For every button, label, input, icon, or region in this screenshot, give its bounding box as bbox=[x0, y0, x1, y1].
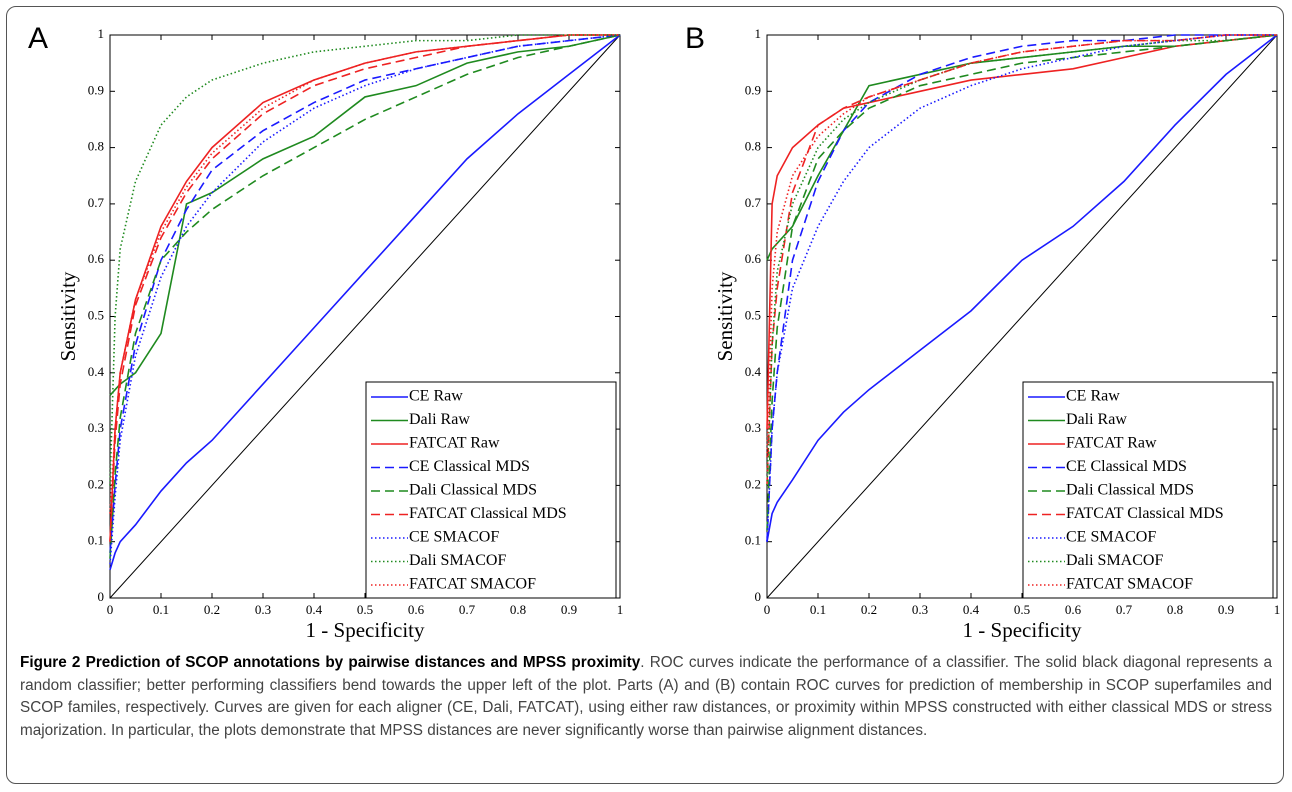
y-axis-label: Sensitivity bbox=[56, 271, 80, 361]
y-tick-label: 0.6 bbox=[88, 251, 105, 266]
panel-label: A bbox=[28, 22, 48, 55]
y-tick-label: 0.4 bbox=[745, 364, 762, 379]
random-classifier-diagonal bbox=[109, 34, 621, 599]
y-tick-label: 0.2 bbox=[88, 476, 104, 491]
panel-label: B bbox=[685, 22, 705, 55]
y-tick-label: 0 bbox=[98, 589, 105, 604]
legend-label: Dali SMACOF bbox=[409, 552, 506, 569]
x-tick-label: 0.8 bbox=[1167, 602, 1183, 617]
x-tick-label: 0.5 bbox=[1014, 602, 1030, 617]
legend-label: FATCAT SMACOF bbox=[409, 576, 536, 593]
roc-curve bbox=[109, 34, 621, 559]
caption-label: Figure 2 bbox=[20, 654, 81, 671]
x-tick-label: 0.4 bbox=[306, 602, 323, 617]
roc-curve bbox=[109, 34, 620, 542]
roc-curve bbox=[766, 34, 1277, 458]
x-tick-label: 0.6 bbox=[1065, 602, 1082, 617]
legend-label: CE Classical MDS bbox=[1066, 458, 1187, 475]
roc-curve bbox=[109, 34, 621, 565]
roc-curve bbox=[766, 34, 1278, 430]
y-tick-label: 0 bbox=[755, 589, 762, 604]
figure-frame bbox=[6, 6, 1284, 784]
legend-label: FATCAT Raw bbox=[409, 435, 500, 452]
legend-label: FATCAT Classical MDS bbox=[409, 505, 567, 522]
y-tick-label: 0.4 bbox=[88, 364, 105, 379]
x-axis-label: 1 - Specificity bbox=[306, 618, 425, 642]
legend-label: Dali SMACOF bbox=[1066, 552, 1163, 569]
x-tick-label: 0.9 bbox=[561, 602, 577, 617]
legend-label: CE Raw bbox=[1066, 388, 1120, 405]
x-tick-label: 0.1 bbox=[153, 602, 169, 617]
legend-label: FATCAT SMACOF bbox=[1066, 576, 1193, 593]
caption-text: . ROC curves indicate the performance of… bbox=[20, 654, 1273, 739]
legend-label: Dali Raw bbox=[1066, 411, 1127, 428]
x-tick-label: 0.2 bbox=[861, 602, 877, 617]
legend-label: CE Classical MDS bbox=[409, 458, 530, 475]
x-tick-label: 0.3 bbox=[912, 602, 928, 617]
legend-label: CE Raw bbox=[409, 388, 463, 405]
y-tick-label: 0.6 bbox=[745, 251, 762, 266]
y-tick-label: 0.1 bbox=[88, 533, 104, 548]
roc-curve bbox=[766, 34, 1277, 542]
x-tick-label: 0.7 bbox=[459, 602, 476, 617]
x-tick-label: 0.9 bbox=[1218, 602, 1234, 617]
x-tick-label: 0.5 bbox=[357, 602, 373, 617]
legend-label: FATCAT Raw bbox=[1066, 435, 1157, 452]
y-tick-label: 0.2 bbox=[745, 476, 761, 491]
y-tick-label: 0.5 bbox=[745, 307, 761, 322]
legend-label: Dali Classical MDS bbox=[409, 482, 537, 499]
x-tick-label: 0.3 bbox=[255, 602, 271, 617]
x-tick-label: 1 bbox=[617, 602, 624, 617]
y-tick-label: 0.7 bbox=[745, 195, 762, 210]
legend-label: CE SMACOF bbox=[409, 529, 499, 546]
x-tick-label: 0.4 bbox=[963, 602, 980, 617]
x-tick-label: 1 bbox=[1274, 602, 1281, 617]
random-classifier-diagonal bbox=[766, 34, 1278, 599]
roc-curve bbox=[766, 34, 1278, 531]
x-axis-label: 1 - Specificity bbox=[963, 618, 1082, 642]
legend-label: Dali Raw bbox=[409, 411, 470, 428]
y-tick-label: 0.3 bbox=[745, 420, 761, 435]
y-axis-label: Sensitivity bbox=[713, 271, 737, 361]
y-tick-label: 0.5 bbox=[88, 307, 104, 322]
roc-curve bbox=[109, 34, 621, 571]
y-tick-label: 0.8 bbox=[88, 139, 104, 154]
x-tick-label: 0 bbox=[107, 602, 114, 617]
roc-curve bbox=[109, 34, 621, 554]
caption-title: Prediction of SCOP annotations by pairwi… bbox=[85, 654, 641, 671]
x-tick-label: 0.1 bbox=[810, 602, 826, 617]
y-tick-label: 0.3 bbox=[88, 420, 104, 435]
y-tick-label: 0.8 bbox=[745, 139, 761, 154]
caption: Figure 2 Prediction of SCOP annotations … bbox=[20, 652, 1272, 742]
roc-curve bbox=[109, 34, 621, 396]
y-tick-label: 1 bbox=[755, 26, 762, 41]
y-tick-label: 0.1 bbox=[745, 533, 761, 548]
roc-curve bbox=[109, 34, 620, 542]
x-tick-label: 0 bbox=[764, 602, 771, 617]
y-tick-label: 0.9 bbox=[88, 82, 104, 97]
y-tick-label: 0.7 bbox=[88, 195, 105, 210]
y-tick-label: 1 bbox=[98, 26, 105, 41]
roc-curve bbox=[766, 34, 1277, 542]
roc-curve bbox=[766, 34, 1278, 486]
legend-label: Dali Classical MDS bbox=[1066, 482, 1194, 499]
legend-label: CE SMACOF bbox=[1066, 529, 1156, 546]
charts: APrediction of SCOP Superfamilies1 - Spe… bbox=[28, 22, 1281, 642]
roc-curve bbox=[766, 34, 1278, 542]
x-tick-label: 0.6 bbox=[408, 602, 425, 617]
y-tick-label: 0.9 bbox=[745, 82, 761, 97]
x-tick-label: 0.8 bbox=[510, 602, 526, 617]
x-tick-label: 0.7 bbox=[1116, 602, 1133, 617]
legend-label: FATCAT Classical MDS bbox=[1066, 505, 1224, 522]
x-tick-label: 0.2 bbox=[204, 602, 220, 617]
